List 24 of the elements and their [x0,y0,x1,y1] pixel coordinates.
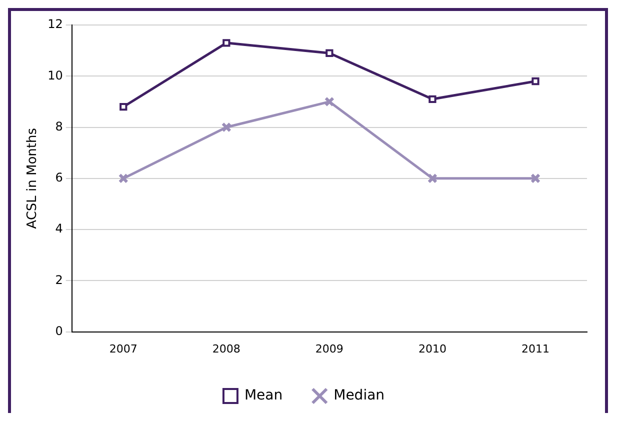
legend-label: Mean [244,388,283,404]
x-tick-label: 2011 [521,342,550,356]
point [222,39,230,47]
x-tick-label: 2010 [418,342,446,356]
point [118,173,128,184]
y-tick-label: 6 [55,170,63,185]
point [428,95,436,103]
x-tick-label: 2008 [212,342,240,356]
x-tick-label: 2007 [109,342,138,356]
y-tick-label: 12 [48,17,63,32]
point [427,173,438,184]
point [324,96,334,107]
legend-label: Median [334,388,385,404]
y-tick-label: 2 [55,272,63,287]
y-axis-title: ACSL in Months [25,128,40,229]
point [326,49,334,57]
point [532,77,540,86]
y-tick-label: 10 [48,68,63,82]
y-tick-label: 0 [55,324,63,338]
y-tick-label: 4 [55,222,63,236]
point [120,102,128,111]
y-tick-label: 8 [55,119,63,134]
x-tick-label: 2009 [315,342,344,356]
point [221,122,232,132]
